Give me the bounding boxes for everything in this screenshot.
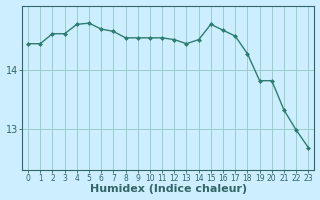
X-axis label: Humidex (Indice chaleur): Humidex (Indice chaleur) <box>90 184 247 194</box>
